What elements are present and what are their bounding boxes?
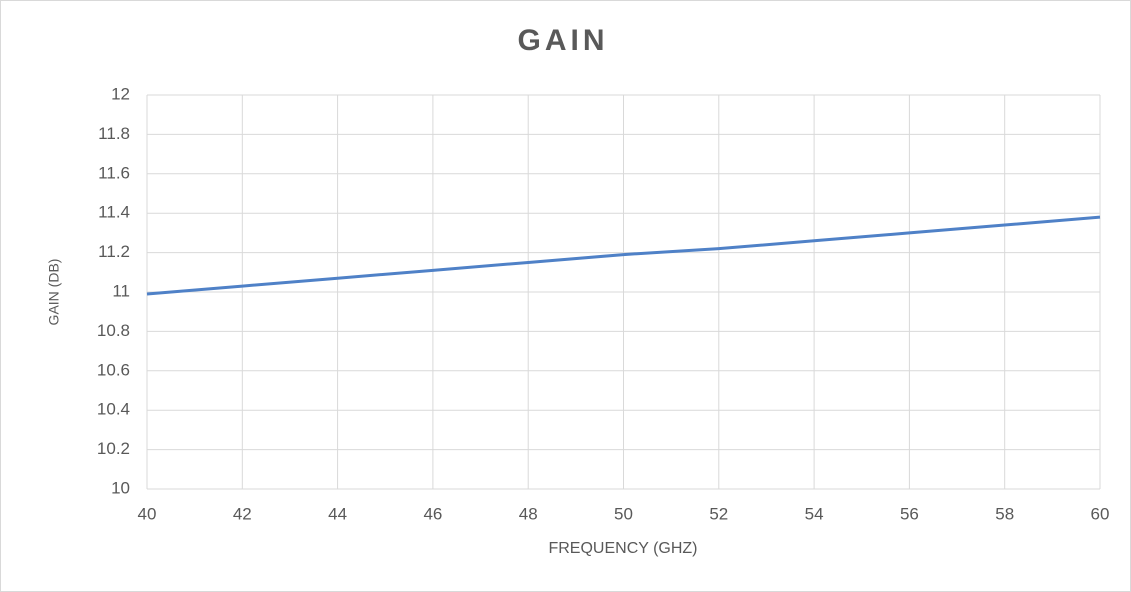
x-axis-label: FREQUENCY (GHZ) (548, 540, 697, 557)
x-tick-label: 52 (709, 504, 728, 523)
y-tick-label: 12 (111, 84, 130, 103)
y-tick-label: 11.8 (98, 124, 130, 143)
y-axis-label: GAIN (DB) (46, 259, 62, 326)
y-tick-label: 10 (111, 478, 130, 497)
chart-title: GAIN (518, 24, 609, 57)
y-tick-label: 11.4 (98, 203, 130, 222)
x-tick-label: 46 (423, 504, 442, 523)
x-tick-label: 54 (805, 504, 824, 523)
x-tick-label: 56 (900, 504, 919, 523)
x-tick-label: 58 (995, 504, 1014, 523)
y-tick-label: 10.2 (97, 439, 130, 458)
x-tick-label: 44 (328, 504, 347, 523)
y-tick-label: 11.6 (98, 163, 130, 182)
x-tick-label: 60 (1091, 504, 1110, 523)
x-tick-label: 40 (138, 504, 157, 523)
y-tick-label: 11 (112, 281, 130, 300)
x-tick-label: 50 (614, 504, 633, 523)
y-tick-label: 10.6 (97, 360, 130, 379)
data-line (146, 215, 1101, 296)
x-tick-label: 42 (233, 504, 252, 523)
y-tick-label: 11.2 (98, 242, 130, 261)
y-tick-label: 10.4 (97, 400, 130, 419)
y-tick-label: 10.8 (97, 321, 130, 340)
x-tick-label: 48 (519, 504, 538, 523)
